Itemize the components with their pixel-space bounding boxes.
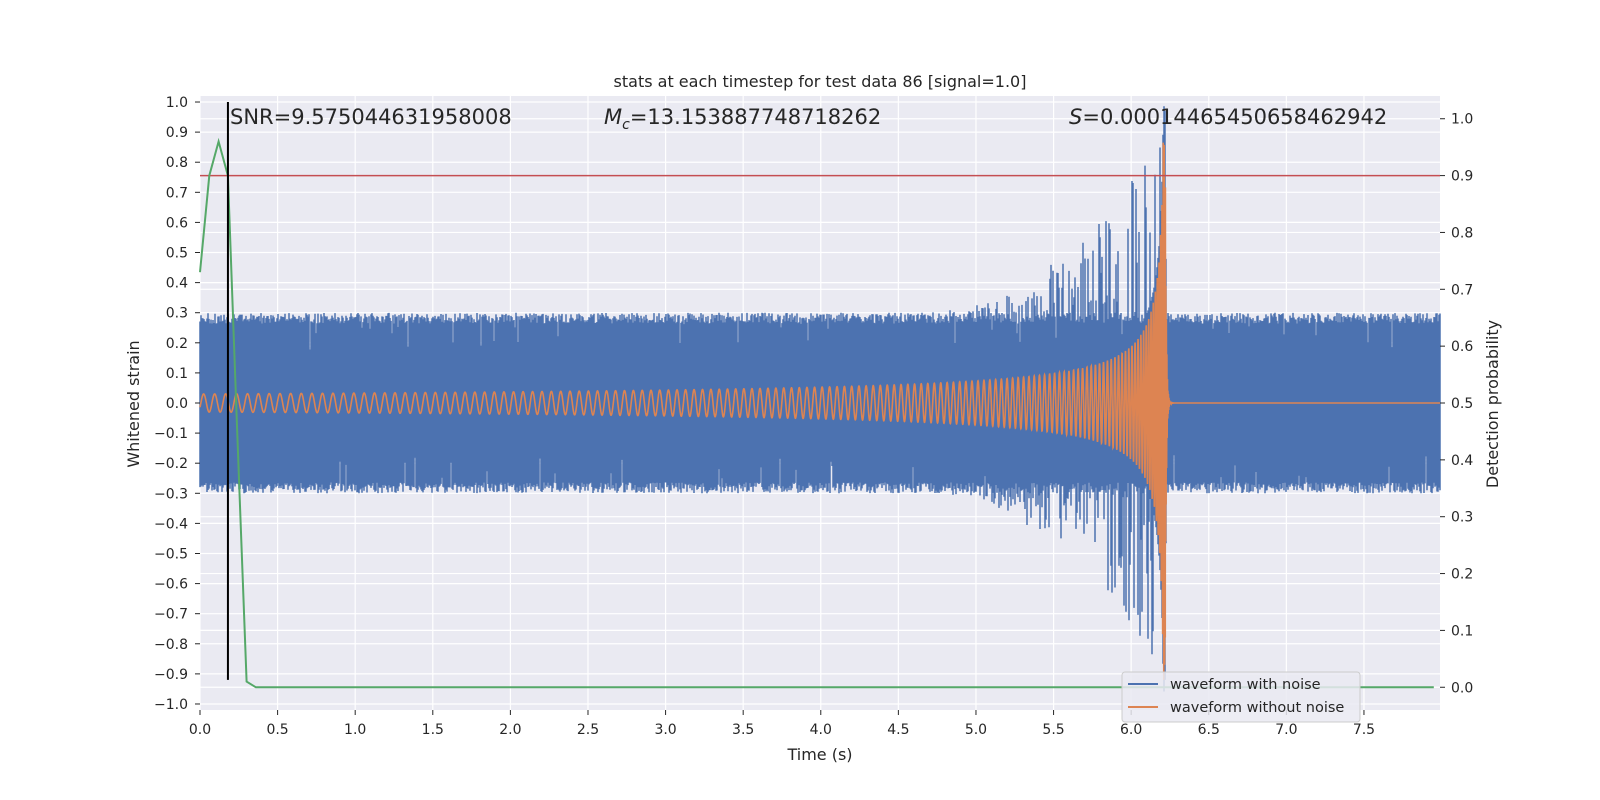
y-axis-right-label: Detection probability (1483, 320, 1502, 488)
s-value: =0.00014465450658462942 (1082, 105, 1387, 129)
y-left-tick-label: 0.0 (166, 396, 188, 412)
y-right-tick-label: 1.0 (1451, 112, 1473, 128)
x-tick-label: 1.5 (422, 722, 444, 738)
y-left-tick-label: −0.5 (154, 546, 188, 562)
x-tick-label: 4.5 (887, 722, 909, 738)
x-tick-label: 3.5 (732, 722, 754, 738)
annotation-chirp-mass: Mc=13.153887748718262 (604, 105, 881, 133)
x-tick-label: 6.0 (1120, 722, 1142, 738)
legend-label-noisy: waveform with noise (1170, 677, 1321, 693)
chirp-mass-subscript: c (622, 117, 630, 133)
y-right-tick-label: 0.7 (1451, 282, 1473, 298)
annotation-s: S=0.00014465450658462942 (1069, 105, 1387, 129)
y-left-tick-label: 0.4 (166, 276, 188, 292)
y-left-tick-label: 0.7 (166, 185, 188, 201)
y-left-tick-label: 0.2 (166, 336, 188, 352)
y-left-tick-label: 0.1 (166, 366, 188, 382)
x-tick-label: 5.5 (1042, 722, 1064, 738)
annotation-snr: SNR=9.575044631958008 (230, 105, 512, 129)
y-left-tick-label: 0.8 (166, 155, 188, 171)
y-left-tick-label: −1.0 (154, 697, 188, 713)
x-tick-label: 2.5 (577, 722, 599, 738)
x-tick-label: 6.5 (1198, 722, 1220, 738)
y-left-tick-label: 0.9 (166, 125, 188, 141)
y-left-tick-label: −0.7 (154, 607, 188, 623)
x-tick-label: 0.5 (266, 722, 288, 738)
x-axis-label: Time (s) (786, 745, 852, 764)
ticks: 0.0 0.5 1.0 1.5 2.0 2.5 3.0 3.5 4.0 4.5 5.0 5.5 6.0 6… (154, 95, 1473, 738)
y-axis-left-label: Whitened strain (124, 340, 143, 467)
y-left-tick-label: −0.6 (154, 577, 188, 593)
y-left-tick-label: −0.9 (154, 667, 188, 683)
chirp-mass-value: =13.153887748718262 (630, 105, 881, 129)
y-right-tick-label: 0.9 (1451, 169, 1473, 185)
y-right-tick-label: 0.8 (1451, 225, 1473, 241)
x-tick-label: 1.0 (344, 722, 366, 738)
y-right-tick-label: 0.2 (1451, 567, 1473, 583)
series-detection-probability (199, 137, 1434, 689)
legend-box (1121, 671, 1361, 723)
y-right-tick-label: 0.3 (1451, 510, 1473, 526)
y-left-tick-label: 0.6 (166, 215, 188, 231)
x-tick-label: 0.0 (189, 722, 211, 738)
y-left-tick-label: −0.4 (154, 516, 188, 532)
x-tick-label: 5.0 (965, 722, 987, 738)
y-right-tick-label: 0.0 (1451, 680, 1473, 696)
y-right-tick-label: 0.4 (1451, 453, 1473, 469)
legend: waveform with noise waveform without noi… (1121, 671, 1361, 723)
y-right-tick-label: 0.1 (1451, 623, 1473, 639)
y-left-tick-label: 0.3 (166, 306, 188, 322)
legend-label-clean: waveform without noise (1170, 700, 1344, 716)
s-symbol: S (1069, 105, 1082, 129)
x-tick-label: 2.0 (499, 722, 521, 738)
x-tick-label: 7.5 (1353, 722, 1375, 738)
y-left-tick-label: 1.0 (166, 95, 188, 111)
y-left-tick-label: −0.3 (154, 486, 188, 502)
y-left-tick-label: −0.8 (154, 637, 188, 653)
y-left-tick-label: −0.2 (154, 456, 188, 472)
chirp-mass-symbol: M (604, 105, 622, 129)
y-left-tick-label: −0.1 (154, 426, 188, 442)
y-left-tick-label: 0.5 (166, 246, 188, 262)
x-tick-label: 7.0 (1275, 722, 1297, 738)
x-tick-label: 3.0 (654, 722, 676, 738)
x-tick-label: 4.0 (810, 722, 832, 738)
y-right-tick-label: 0.5 (1451, 396, 1473, 412)
chart-title: stats at each timestep for test data 86 … (614, 72, 1027, 91)
series-waveform-without-noise (199, 142, 1440, 680)
y-right-tick-label: 0.6 (1451, 339, 1473, 355)
series-layer (199, 102, 1441, 692)
